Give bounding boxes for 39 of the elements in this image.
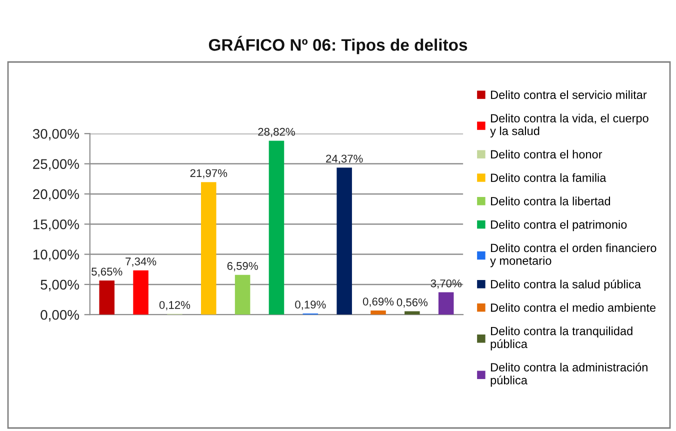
y-tick-label: 30,00% [32, 128, 79, 140]
data-label: 28,82% [258, 128, 295, 138]
bar [404, 311, 420, 315]
y-tick-label: 20,00% [33, 189, 79, 201]
legend-label: Delito contra el servicio militar [491, 90, 647, 100]
bar [99, 280, 114, 315]
data-label: 5,65% [92, 268, 122, 277]
data-label: 0,19% [295, 300, 326, 310]
y-tick-label: 15,00% [33, 219, 79, 231]
legend-label: Delito contra el medio ambiente [491, 303, 656, 312]
legend-label: Delito contra el honor [491, 150, 602, 159]
bar [201, 182, 216, 315]
data-label: 6,59% [227, 262, 258, 272]
legend-label: Delito contra el orden financiero y monetario [490, 243, 656, 268]
y-tick-label: 25,00% [33, 159, 79, 171]
data-label: 7,34% [126, 258, 156, 267]
chart-title: GRÁFICO Nº 06: Tipos de delitos [208, 36, 468, 54]
legend-label: Delito contra la familia [491, 173, 606, 182]
data-label: 24,37% [326, 154, 363, 164]
legend-label: Delito contra el patrimonio [491, 220, 627, 232]
data-label: 3,70% [430, 279, 462, 289]
bar [370, 310, 386, 315]
legend-label: Delito contra la salud pública [491, 280, 641, 291]
bar [438, 292, 454, 315]
data-label: 0,69% [362, 298, 394, 307]
bar [133, 270, 148, 315]
legend-label: Delito contra la administración pública [490, 362, 648, 387]
y-tick-label: 10,00% [33, 250, 79, 262]
y-tick-label: 5,00% [40, 280, 79, 292]
y-tick-label: 0,00% [40, 310, 79, 322]
bar [336, 168, 352, 315]
bar [268, 140, 284, 315]
legend-label: Delito contra la libertad [491, 196, 610, 206]
legend-label: Delito contra la tranquilidad pública [490, 326, 632, 350]
data-label: 0,12% [159, 301, 190, 310]
data-label: 0,56% [396, 298, 428, 308]
data-label: 21,97% [190, 169, 228, 178]
legend-label: Delito contra la vida, el cuerpo y la salud [490, 114, 648, 138]
bar [234, 274, 250, 315]
